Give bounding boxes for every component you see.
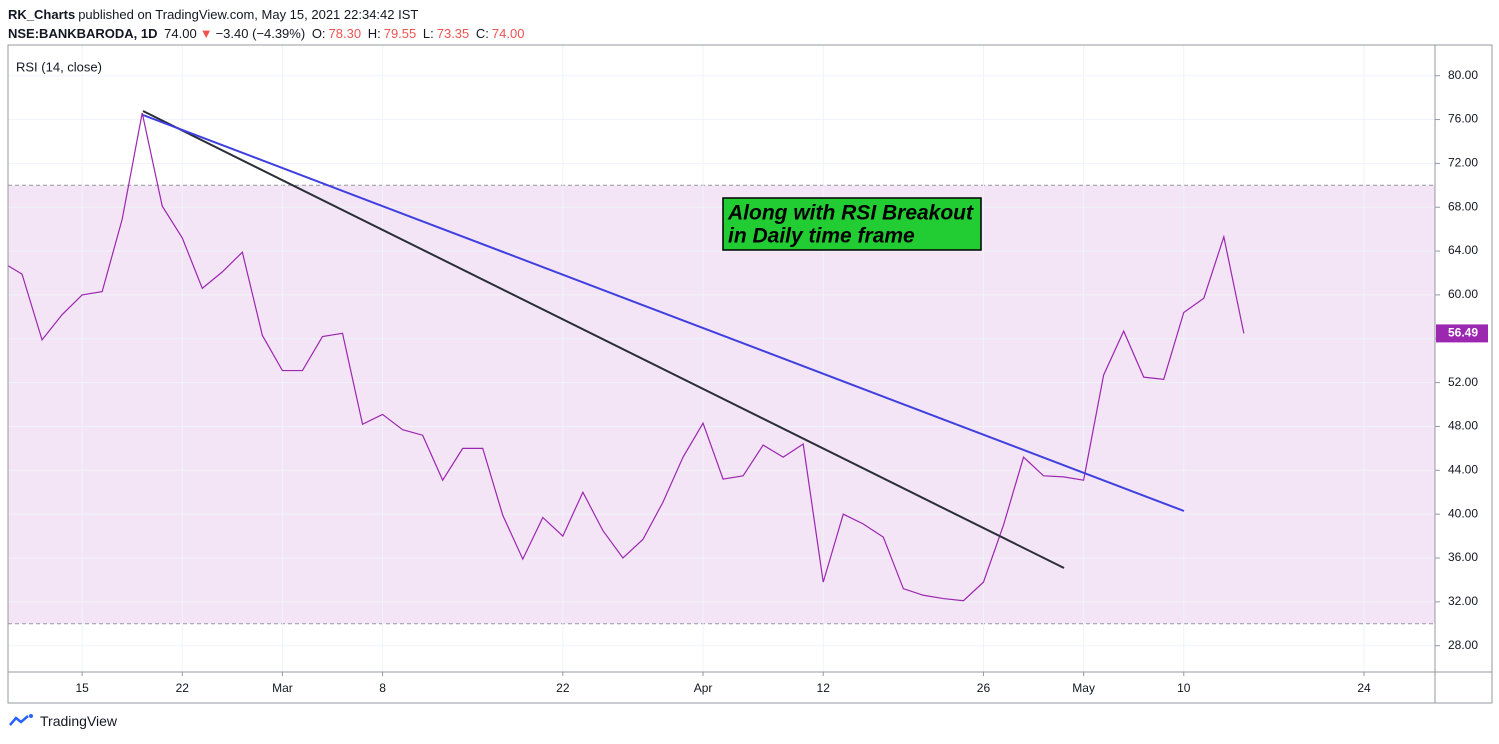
line-clip bbox=[8, 112, 1245, 602]
x-tick-label: 12 bbox=[817, 681, 831, 695]
x-tick-label: Mar bbox=[272, 681, 293, 695]
change-arrow: ▼ bbox=[199, 26, 213, 41]
annotation-text: in Daily time frame bbox=[728, 225, 915, 248]
y-tick-label: 60.00 bbox=[1448, 287, 1478, 301]
trend-line bbox=[142, 114, 1185, 512]
open-label: O: bbox=[311, 26, 326, 41]
rsi-band bbox=[8, 185, 1435, 624]
change: −3.40 (−4.39%) bbox=[215, 26, 306, 41]
trend-line bbox=[142, 110, 1065, 569]
high: 79.55 bbox=[383, 26, 417, 41]
footer: TradingView bbox=[8, 713, 117, 729]
high-label: H: bbox=[367, 26, 381, 41]
y-tick-label: 28.00 bbox=[1448, 638, 1478, 652]
y-tick-label: 72.00 bbox=[1448, 156, 1478, 170]
y-tick-label: 36.00 bbox=[1448, 550, 1478, 564]
x-tick-label: Apr bbox=[694, 681, 713, 695]
close-label: C: bbox=[475, 26, 489, 41]
symbol: NSE:BANKBARODA, 1D bbox=[8, 26, 158, 41]
y-tick-label: 80.00 bbox=[1448, 68, 1478, 82]
annotation-box bbox=[722, 197, 982, 251]
x-tick-label: 10 bbox=[1177, 681, 1191, 695]
last-price: 74.00 bbox=[164, 26, 197, 41]
y-tick-label: 44.00 bbox=[1448, 462, 1478, 476]
plot-area bbox=[8, 45, 1435, 672]
x-tick-label: 24 bbox=[1357, 681, 1371, 695]
annotation-text: Along with RSI Breakout bbox=[727, 202, 974, 225]
publish-line: RK_Charts published on TradingView.com, M… bbox=[8, 7, 421, 22]
brand: TradingView bbox=[40, 713, 118, 729]
x-tick-label: 26 bbox=[977, 681, 991, 695]
y-tick-label: 52.00 bbox=[1448, 375, 1478, 389]
open: 78.30 bbox=[328, 26, 362, 41]
logo bbox=[9, 714, 33, 726]
y-tick-label: 64.00 bbox=[1448, 243, 1478, 257]
frame bbox=[7, 44, 1493, 704]
x-tick-label: 8 bbox=[379, 681, 386, 695]
x-tick-label: 22 bbox=[556, 681, 570, 695]
indicator-title: RSI (14, close) bbox=[16, 59, 102, 74]
y-tick-label: 40.00 bbox=[1448, 506, 1478, 520]
published: published on TradingView.com, May 15, 20… bbox=[78, 7, 419, 22]
y-tick-label: 76.00 bbox=[1448, 112, 1478, 126]
low-label: L: bbox=[422, 26, 434, 41]
y-tick-label: 48.00 bbox=[1448, 419, 1478, 433]
x-tick-label: May bbox=[1072, 681, 1095, 695]
y-tick-label: 32.00 bbox=[1448, 594, 1478, 608]
symbol-line: NSE:BANKBARODA, 1D 74.00 ▼ −3.40 (−4.39%) … bbox=[8, 26, 527, 41]
last-value-label: 56.49 bbox=[1448, 326, 1478, 340]
low: 73.35 bbox=[436, 26, 470, 41]
rsi-line bbox=[8, 112, 1245, 602]
author: RK_Charts bbox=[8, 7, 76, 22]
x-tick-label: 15 bbox=[75, 681, 89, 695]
last-value-badge bbox=[1436, 324, 1488, 343]
drawings bbox=[142, 110, 1185, 569]
overlay: 28.0032.0036.0040.0044.0048.0052.0056.00… bbox=[75, 68, 1488, 695]
x-tick-label: 22 bbox=[176, 681, 190, 695]
close: 74.00 bbox=[491, 26, 525, 41]
y-tick-label: 68.00 bbox=[1448, 199, 1478, 213]
